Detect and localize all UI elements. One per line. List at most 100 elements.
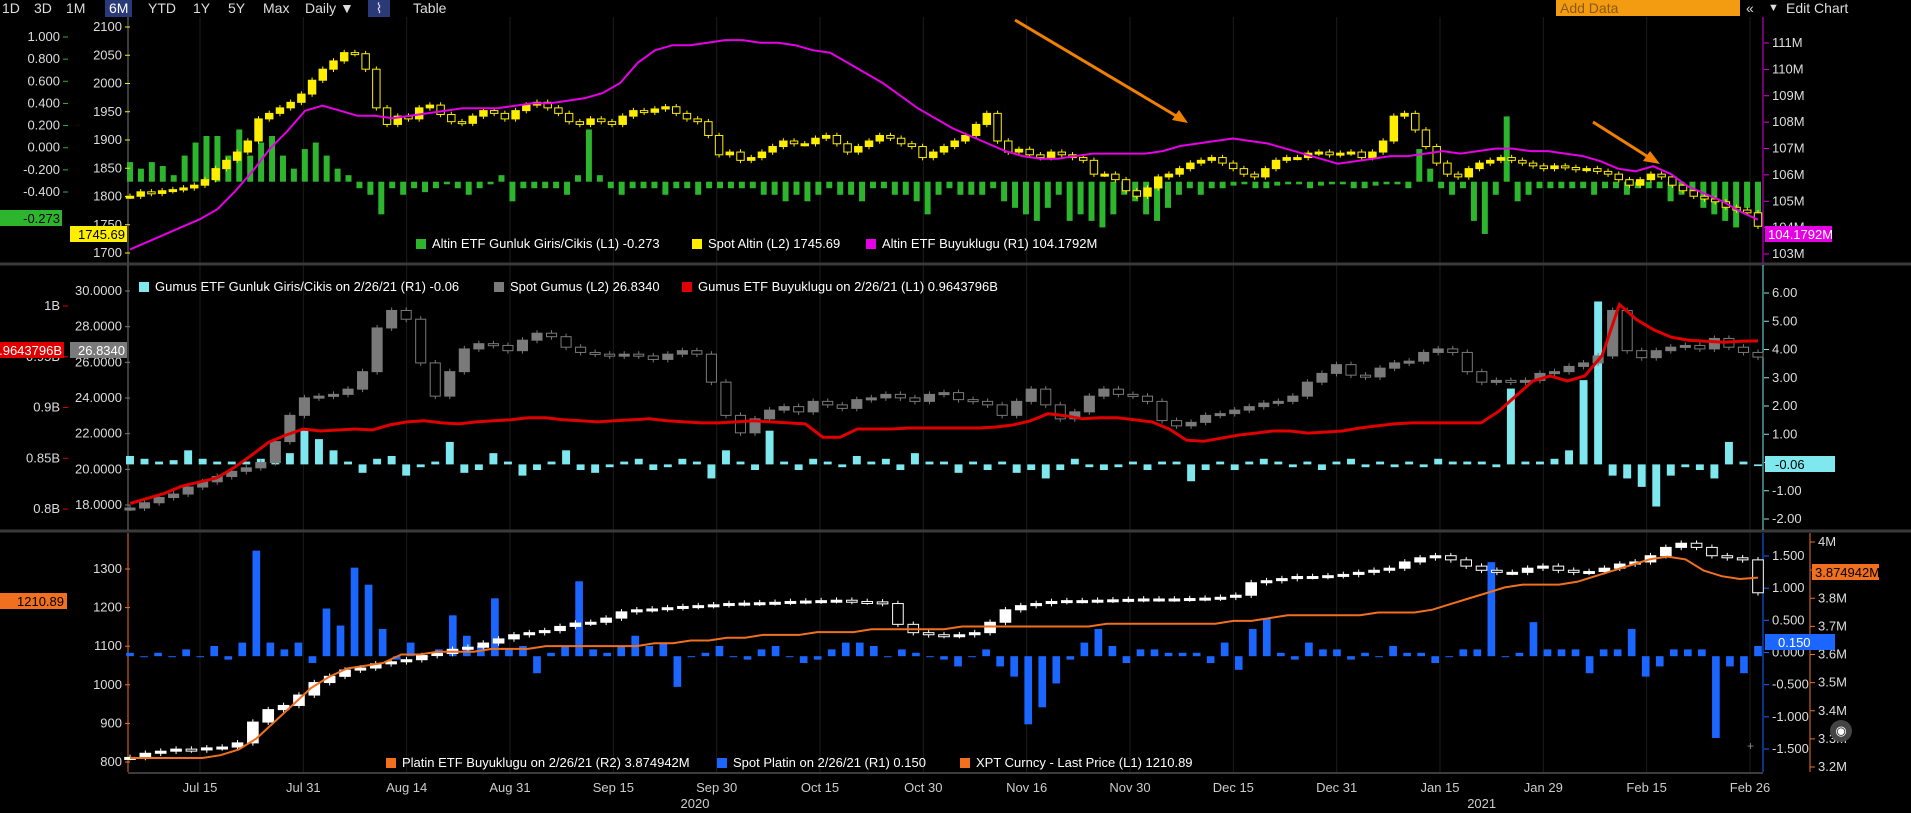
candle bbox=[907, 143, 917, 148]
candle bbox=[999, 609, 1012, 623]
candle bbox=[799, 600, 812, 604]
flow-bar bbox=[487, 181, 494, 185]
candle bbox=[1196, 159, 1206, 164]
line-chart-icon[interactable]: ⌇ bbox=[368, 0, 390, 17]
candle bbox=[1496, 157, 1506, 161]
flow-bar bbox=[1438, 181, 1445, 189]
candle bbox=[784, 600, 797, 604]
candle bbox=[479, 110, 488, 117]
candle bbox=[746, 157, 756, 161]
candle bbox=[361, 53, 370, 70]
flow-bar bbox=[463, 635, 471, 657]
candle bbox=[691, 350, 703, 355]
plat-flow-tick: -0.500 bbox=[1772, 677, 1809, 692]
silver-price-tick: 28.0000 bbox=[75, 319, 122, 334]
candle bbox=[923, 393, 936, 402]
candle bbox=[922, 632, 935, 636]
range-3d-button[interactable]: 3D bbox=[34, 0, 52, 16]
flow-bar bbox=[1245, 461, 1254, 465]
flow-bar bbox=[1350, 181, 1357, 189]
flow-bar bbox=[1333, 649, 1341, 657]
flow-bar bbox=[1602, 181, 1609, 189]
flow-bar bbox=[1024, 656, 1033, 725]
candle bbox=[615, 611, 628, 619]
range-5y-button[interactable]: 5Y bbox=[228, 0, 246, 16]
candle bbox=[736, 151, 745, 161]
flow-bar bbox=[126, 455, 134, 465]
candle bbox=[1287, 395, 1299, 402]
candle bbox=[1378, 140, 1388, 153]
add-data-input[interactable]: Add Data bbox=[1556, 0, 1740, 16]
x-tick-label: Jan 15 bbox=[1420, 780, 1459, 795]
flow-bar bbox=[884, 656, 892, 658]
frequency-dropdown[interactable]: Daily ▼ bbox=[305, 0, 354, 16]
candle bbox=[982, 112, 992, 125]
candle bbox=[298, 397, 310, 416]
candle bbox=[1330, 364, 1343, 374]
flow-bar bbox=[1547, 181, 1554, 189]
flow-bar bbox=[1506, 388, 1515, 465]
range-1y-button[interactable]: 1Y bbox=[193, 0, 211, 16]
flow-bar bbox=[990, 181, 997, 189]
candle bbox=[1272, 400, 1284, 404]
flow-bar bbox=[182, 649, 190, 657]
edit-chart-menu-icon[interactable]: ▼ bbox=[1768, 2, 1779, 14]
flow-bar bbox=[1487, 562, 1496, 657]
crosshair-icon[interactable]: + bbox=[1747, 739, 1754, 753]
flow-bar bbox=[898, 649, 906, 657]
silver-price-tick: 26.0000 bbox=[75, 354, 122, 369]
candle bbox=[153, 497, 165, 504]
candle bbox=[1582, 168, 1591, 172]
flow-bar bbox=[848, 181, 855, 195]
candle bbox=[1694, 344, 1706, 350]
range-1d-button[interactable]: 1D bbox=[2, 0, 20, 16]
candle bbox=[1475, 162, 1484, 170]
candle bbox=[1346, 151, 1356, 155]
flow-bar bbox=[1347, 656, 1355, 660]
candle bbox=[1314, 151, 1324, 155]
range-max-button[interactable]: Max bbox=[263, 0, 290, 16]
candle bbox=[1621, 309, 1633, 352]
candle bbox=[1111, 173, 1120, 181]
flow-bar bbox=[454, 181, 461, 189]
x-tick-label: Nov 16 bbox=[1006, 780, 1047, 795]
range-ytd-button[interactable]: YTD bbox=[148, 0, 176, 16]
silver-price-tick: 18.0000 bbox=[75, 497, 122, 512]
range-6m-button[interactable]: 6M bbox=[105, 0, 133, 17]
series-line bbox=[129, 39, 1759, 251]
candle bbox=[939, 146, 949, 153]
candle bbox=[492, 638, 505, 644]
flow-bar bbox=[1291, 656, 1299, 660]
candle bbox=[589, 351, 601, 355]
flow-bar bbox=[1332, 461, 1341, 465]
collapse-icon[interactable]: « bbox=[1746, 0, 1754, 16]
flow-bar bbox=[1361, 652, 1369, 657]
candle bbox=[522, 104, 531, 112]
flow-bar bbox=[651, 181, 658, 189]
flow-bar bbox=[520, 181, 527, 189]
flow-bar bbox=[258, 142, 265, 182]
candle bbox=[1650, 350, 1662, 359]
silver-price-tick: 22.0000 bbox=[75, 426, 122, 441]
flow-bar bbox=[782, 181, 789, 202]
edit-chart-button[interactable]: Edit Chart bbox=[1786, 0, 1849, 16]
candle bbox=[705, 353, 717, 383]
candle bbox=[1614, 173, 1623, 181]
flow-bar bbox=[1376, 461, 1385, 465]
candle bbox=[1598, 567, 1611, 573]
candle bbox=[1578, 362, 1590, 367]
flow-bar bbox=[542, 181, 549, 189]
flow-bar bbox=[706, 181, 713, 189]
x-tick-label: Oct 15 bbox=[801, 780, 839, 795]
range-1m-button[interactable]: 1M bbox=[66, 0, 86, 16]
chart-navigator-icon[interactable]: ◉ bbox=[1830, 720, 1852, 742]
candle bbox=[1316, 372, 1328, 383]
candle bbox=[1461, 351, 1473, 373]
flow-bar bbox=[1038, 656, 1047, 708]
table-button[interactable]: Table bbox=[413, 0, 447, 16]
flow-bar bbox=[1591, 181, 1598, 195]
candle bbox=[1261, 168, 1270, 178]
flow-bar bbox=[192, 142, 199, 182]
flow-bar bbox=[1492, 181, 1499, 195]
candle bbox=[672, 106, 681, 114]
